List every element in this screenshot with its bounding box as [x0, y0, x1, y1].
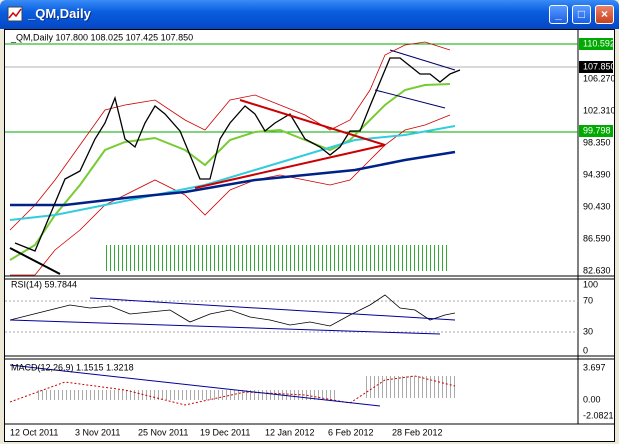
- price-label: 99.798: [583, 125, 611, 135]
- close-button[interactable]: ×: [595, 5, 614, 24]
- price-line: [14, 57, 461, 252]
- trend-line: [239, 99, 386, 146]
- title-bar: _QM,Daily _ □ ×: [0, 0, 619, 29]
- app-icon: [7, 6, 23, 22]
- price-label: 102.310: [583, 105, 614, 115]
- price-label-bg: [579, 38, 613, 50]
- macd-level-label: 3.697: [583, 362, 606, 372]
- price-label: 90.430: [583, 201, 611, 211]
- price-label: 110.592: [583, 38, 614, 48]
- channel-line: [374, 89, 446, 109]
- rsi-line: [9, 294, 456, 327]
- minimize-button[interactable]: _: [549, 5, 568, 24]
- rsi-trend: [89, 297, 456, 321]
- date-label: 25 Nov 2011: [138, 427, 188, 437]
- date-label: 19 Dec 2011: [200, 427, 250, 437]
- rsi-level-label: 30: [583, 326, 593, 336]
- macd-histogram: [365, 376, 457, 398]
- trend-line: [9, 247, 61, 275]
- macd-level-label: 0.00: [583, 394, 601, 404]
- price-label-bg: [579, 61, 613, 73]
- price-label: 106.270: [583, 73, 614, 83]
- price-label: 107.850: [583, 61, 614, 71]
- macd-histogram: [35, 390, 335, 400]
- date-label: 28 Feb 2012: [392, 427, 443, 437]
- rsi-trend: [9, 319, 441, 335]
- rsi-level-label: 0: [583, 345, 588, 355]
- panel-header: _QM,Daily 107.800 108.025 107.425 107.85…: [10, 32, 193, 42]
- volume-bars: [105, 245, 450, 271]
- fast-ma: [9, 83, 451, 261]
- chart-area: _QM,Daily 107.800 108.025 107.425 107.85…: [4, 29, 616, 442]
- rsi-level-label: 70: [583, 295, 593, 305]
- mid-ma: [9, 125, 456, 221]
- macd-level-label: -2.0821: [583, 410, 614, 420]
- signal-line: [9, 375, 456, 406]
- price-label: 86.590: [583, 233, 611, 243]
- date-label: 6 Feb 2012: [328, 427, 374, 437]
- price-label: 98.350: [583, 137, 611, 147]
- price-label: 82.630: [583, 265, 611, 275]
- date-label: 12 Jan 2012: [265, 427, 315, 437]
- price-label-bg: [579, 125, 613, 137]
- price-label: 94.390: [583, 169, 611, 179]
- chart: _QM,Daily 107.800 108.025 107.425 107.85…: [5, 30, 616, 437]
- slow-ma: [10, 150, 456, 207]
- panel-header: MACD(12,26,9) 1.1515 1.3218: [11, 362, 134, 372]
- trend-line: [194, 144, 386, 189]
- upper-band: [9, 41, 451, 231]
- window-title: _QM,Daily: [28, 6, 91, 21]
- maximize-button[interactable]: □: [572, 5, 591, 24]
- macd-trend: [9, 364, 381, 407]
- date-label: 3 Nov 2011: [75, 427, 120, 437]
- lower-band: [10, 114, 451, 276]
- channel-line: [389, 49, 456, 71]
- panel-header: RSI(14) 59.7844: [11, 279, 77, 289]
- date-label: 12 Oct 2011: [10, 427, 58, 437]
- rsi-level-label: 100: [583, 279, 598, 289]
